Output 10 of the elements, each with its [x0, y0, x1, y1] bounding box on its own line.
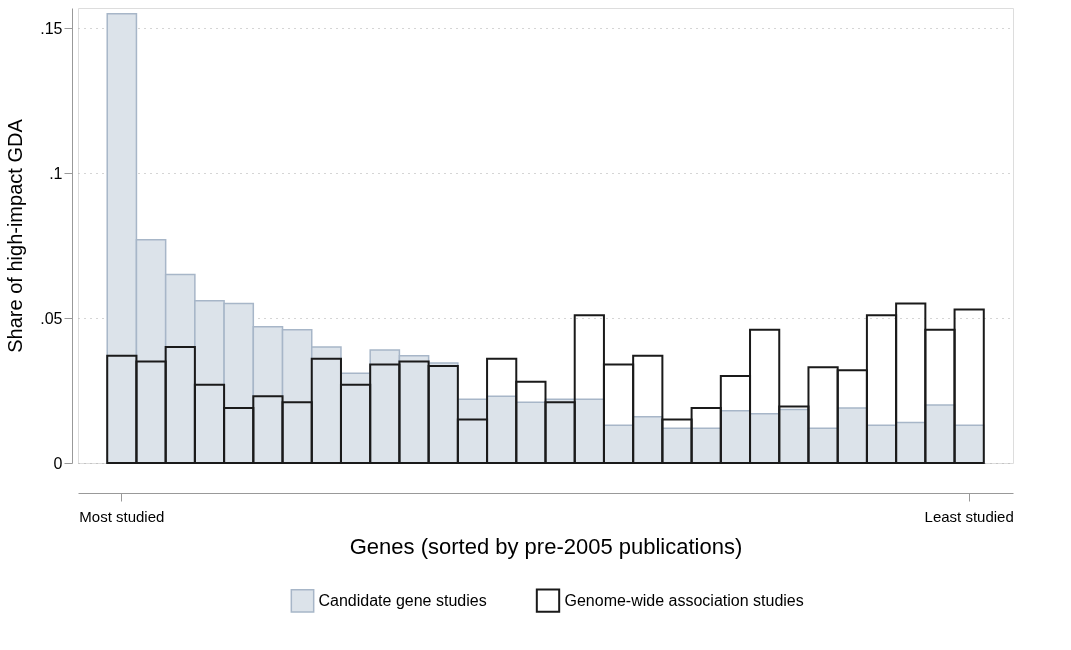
- y-tick-label: .05: [40, 309, 63, 327]
- x-tick-label: Most studied: [79, 507, 165, 525]
- legend-label: Genome-wide association studies: [564, 591, 804, 609]
- y-tick-label: .15: [40, 19, 63, 37]
- x-axis-title: Genes (sorted by pre-2005 publications): [349, 533, 743, 559]
- y-tick-label: .1: [49, 164, 63, 182]
- legend-label: Candidate gene studies: [318, 591, 487, 609]
- y-axis-title: Share of high-impact GDA: [4, 118, 27, 353]
- y-tick-label: 0: [53, 454, 63, 472]
- x-tick-label: Least studied: [924, 507, 1014, 525]
